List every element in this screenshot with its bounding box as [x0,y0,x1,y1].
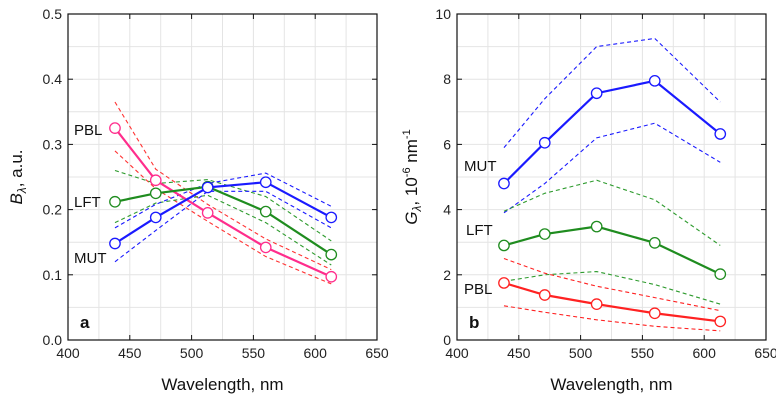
y-axis-label: Gλ, 10-6 nm-1 [401,129,424,224]
x-tick-label: 600 [693,345,717,361]
y-tick-label: 0 [443,332,451,348]
data-point-pbl [538,289,551,301]
y-tick-label: 0.4 [43,71,63,87]
series-band-upper-mut [503,37,721,149]
data-point-mut [538,136,551,149]
panel-letter: b [469,313,479,332]
series-band-upper-mut [114,172,332,229]
data-point-pbl [259,241,272,254]
data-point-mut [201,181,214,194]
x-tick-label: 450 [118,345,142,361]
series-band-lower-mut [503,122,721,214]
data-point-lft [259,205,272,218]
y-label-subscript: λ [15,187,29,194]
x-tick-label: 600 [304,345,328,361]
panel-letter: a [80,313,90,332]
data-point-pbl [109,122,121,134]
data-point-pbl [149,174,162,187]
data-point-mut [259,176,272,189]
y-label-text: , 10 [402,177,421,205]
x-tick-label: 450 [507,345,531,361]
series-band-lower-lft [503,270,721,305]
data-point-lft [109,195,121,208]
data-point-lft [149,187,162,200]
data-point-mut [714,128,727,140]
y-label-symbol: B [7,193,26,204]
data-point-mut [648,74,661,87]
y-axis-label: Bλ, a.u. [7,149,29,204]
series-line-mut [503,79,721,185]
series-label-mut: MUT [74,250,107,267]
y-tick-label: 10 [435,6,451,22]
x-tick-label: 550 [242,345,266,361]
plot-frame [456,13,767,341]
data-point-mut [498,177,510,190]
series-band-lower-pbl [114,150,332,285]
series-label-pbl: PBL [74,122,102,139]
data-point-mut [149,211,162,224]
y-label-superscript: -1 [401,129,413,139]
chart-panel-b: 400 450 500 550 600 650 0 2 4 6 8 10 Wavelength, nm G… [401,6,776,394]
y-label-superscript: -6 [401,167,413,177]
data-point-pbl [648,307,661,320]
data-point-lft [325,248,338,261]
data-point-lft [590,220,603,233]
x-tick-label: 550 [631,345,655,361]
plot-frame [67,13,378,341]
y-tick-label: 0.3 [43,136,63,152]
data-point-pbl [590,298,603,310]
series-band-upper-lft [114,169,332,242]
y-tick-label: 8 [443,71,451,87]
x-tick-label: 400 [56,345,80,361]
y-tick-label: 0.1 [43,267,63,283]
y-tick-label: 6 [443,136,451,152]
y-label-text: , a.u. [7,149,26,187]
data-point-pbl [498,277,510,289]
y-tick-label: 0.2 [43,202,63,218]
data-point-pbl [714,315,727,328]
series-band-upper-pbl [114,101,332,271]
data-point-mut [325,211,338,224]
series-band-upper-pbl [503,257,721,312]
y-tick-label: 4 [443,202,451,218]
series-line-lft [114,185,332,256]
data-point-pbl [201,207,214,219]
x-tick-label: 500 [180,345,204,361]
x-axis-label: Wavelength, nm [550,375,672,394]
series-band-lower-pbl [503,305,721,332]
y-tick-label: 0.5 [43,6,63,22]
y-tick-label: 2 [443,267,451,283]
chart-panel-a: 400 450 500 550 600 650 0.0 0.1 0.2 0.3 0.4 0.5 Wave… [7,6,389,394]
y-label-subscript: λ [410,205,424,212]
data-point-mut [109,237,121,250]
x-tick-label: 650 [365,345,389,361]
series-label-mut: MUT [464,158,497,175]
y-tick-label: 0.0 [43,332,63,348]
data-point-lft [538,228,551,240]
x-axis-label: Wavelength, nm [161,375,283,394]
x-tick-label: 650 [754,345,776,361]
x-tick-label: 400 [445,345,469,361]
data-point-pbl [325,270,338,283]
data-point-mut [590,87,603,100]
series-band-lower-mut [114,190,332,263]
series-line-lft [503,225,721,276]
y-label-symbol: G [402,211,421,224]
x-tick-label: 500 [569,345,593,361]
data-point-lft [714,268,727,280]
series-label-lft: LFT [466,222,493,239]
data-point-lft [498,239,510,252]
series-label-lft: LFT [74,194,101,211]
series-band-upper-lft [503,179,721,246]
series-band-lower-lft [114,194,332,266]
y-label-unit: nm [402,139,421,167]
series-label-pbl: PBL [464,281,492,298]
data-point-lft [648,237,661,249]
